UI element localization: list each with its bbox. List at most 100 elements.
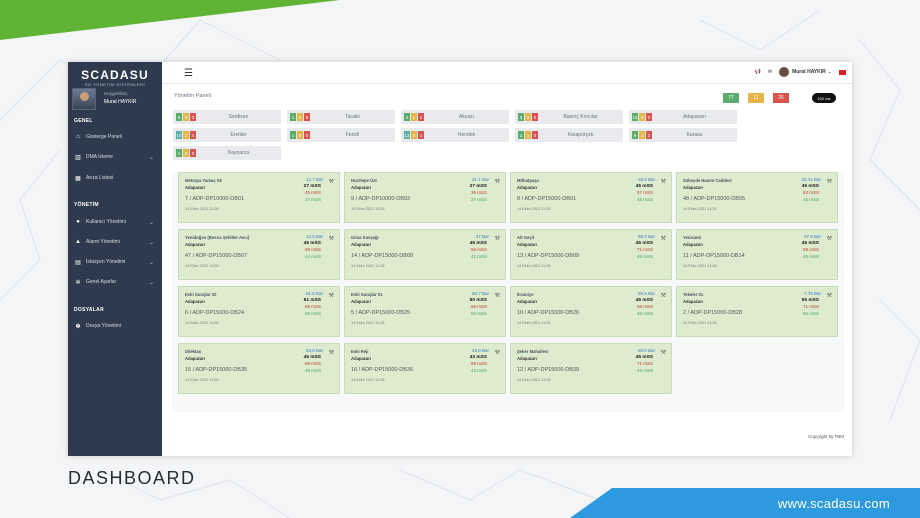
station-card[interactable]: Yenicami Adapazarı 11 / ADP-DP15000-DB14 14…	[676, 229, 838, 280]
chevron-down-icon[interactable]: ⌄	[827, 69, 832, 75]
station-region: Adapazarı	[683, 185, 704, 190]
mail-icon[interactable]: ✉	[767, 69, 773, 75]
chevron-down-icon: ⌄	[148, 219, 154, 226]
station-card[interactable]: Yenidoğan (Bosna Şehitler Avcı) Adapazarı…	[178, 229, 340, 280]
green-count-badge: 0	[518, 113, 524, 121]
region-item[interactable]: 3 1 1 Akyazı	[401, 110, 509, 124]
wrench-icon[interactable]: ⚒	[494, 179, 500, 185]
station-name: Yenicami	[683, 235, 702, 240]
wrench-icon[interactable]: ⚒	[328, 293, 334, 299]
sidebar-user-name: Murat HAYKIR	[104, 99, 137, 105]
logo-subtitle: SU YÖNETİM SİSTEMLERİ	[84, 82, 146, 87]
station-card[interactable]: Şeker Mahallesi Adapazarı 12 / ADP-DP15000…	[510, 343, 672, 394]
station-time: 14 Ekim 2021 11:28	[185, 378, 219, 382]
sidebar-item-faults[interactable]: ▦ Arıza Listesi	[74, 172, 156, 184]
level-value: 45 mSS	[635, 184, 653, 189]
count-red-badge[interactable]: 26	[773, 93, 789, 103]
red-count-badge: 0	[646, 113, 652, 121]
wrench-icon[interactable]: ⚒	[328, 236, 334, 242]
sidebar-item-label: Gösterge Paneli	[86, 134, 122, 140]
station-device: 9 / ADP-DP10000-DB02	[351, 196, 411, 202]
station-name: Eski Garajlar 01	[351, 292, 383, 297]
max-value: 66 mSS	[470, 304, 487, 309]
region-item[interactable]: 1 1 0 Taraklı	[287, 110, 395, 124]
station-card[interactable]: Huzrtepe Üst Adapazarı 9 / ADP-DP10000-DB0…	[344, 172, 506, 223]
flag-icon[interactable]	[839, 69, 846, 75]
logo-name: SCADASU	[81, 68, 149, 82]
count-yellow-badge[interactable]: 11	[748, 93, 764, 103]
sidebar-item-dashboard[interactable]: ⌂ Gösterge Paneli	[74, 131, 156, 143]
station-card[interactable]: Metropa Yamaç Sk Adapazarı 7 / ADP-DP10000…	[178, 172, 340, 223]
menu-toggle-icon[interactable]: ☰	[184, 68, 193, 79]
copyright: Copyright by TBM	[808, 434, 844, 439]
wrench-icon[interactable]: ⚒	[494, 236, 500, 242]
region-item[interactable]: 2 1 0 Karapürçek	[515, 128, 623, 142]
sidebar-item-alarms[interactable]: ▲ Alarm Yönetimi ⌄	[74, 236, 156, 248]
region-name: Karapürçek	[567, 132, 594, 138]
station-card[interactable]: Ilıcaniye Adapazarı 10 / ADP-DP15000-DB26 1…	[510, 286, 672, 337]
pressure-value: 36.5 Bar	[637, 291, 655, 296]
region-item[interactable]: 13 3 1 Hendek	[401, 128, 509, 142]
region-item[interactable]: 0 2 0 Basınç Kırıcılar	[515, 110, 623, 124]
station-time: 14 Ekim 2021 11:28	[185, 264, 219, 268]
station-region: Adapazarı	[185, 299, 206, 304]
wrench-icon[interactable]: ⚒	[826, 293, 832, 299]
station-device: 16 / ADP-DP15000-DB36	[351, 367, 414, 373]
topbar-actions: 📢 ✉ Murat HAYKIR ⌄	[748, 67, 846, 77]
wrench-icon[interactable]: ⚒	[660, 236, 666, 242]
station-card[interactable]: Alt Geçit Adapazarı 13 / ADP-DP15000-DB09 1…	[510, 229, 672, 280]
station-card[interactable]: Dilektaş Adapazarı 15 / ADP-DP15000-DB35 14…	[178, 343, 340, 394]
station-name: Gima Kavşağı	[351, 235, 379, 240]
station-card[interactable]: Mithatpaşa Adapazarı 8 / ADP-DP15000-DB01 1…	[510, 172, 672, 223]
station-region: Adapazarı	[185, 185, 206, 190]
region-item[interactable]: 1 0 0 Kaynarca	[173, 146, 281, 160]
sidebar-item-dma[interactable]: ▥ DMA İzleme ⌄	[74, 151, 156, 163]
level-value: 27 mSS	[469, 184, 487, 189]
yellow-count-badge: 0	[183, 149, 189, 157]
station-grid: Metropa Yamaç Sk Adapazarı 7 / ADP-DP10000…	[172, 172, 844, 412]
region-item[interactable]: 1 0 0 Ferizli	[287, 128, 395, 142]
station-card[interactable]: Eski Reji Adapazarı 16 / ADP-DP15000-DB36 1…	[344, 343, 506, 394]
section-management: YÖNETİM	[74, 202, 99, 208]
sidebar-item-settings[interactable]: ✲ Genel Ayarlar ⌄	[74, 276, 156, 288]
region-item[interactable]: 9 1 2 Karasu	[629, 128, 737, 142]
region-name: Ferizli	[345, 132, 360, 138]
topbar-user-name[interactable]: Murat HAYKIR	[792, 69, 826, 75]
station-card[interactable]: Eski Garajlar 02 Adapazarı 6 / ADP-DP15000…	[178, 286, 340, 337]
breadcrumb: Yönetim Paneli	[174, 93, 211, 99]
station-time: 14 Ekim 2021 11:28	[185, 321, 219, 325]
wrench-icon[interactable]: ⚒	[660, 179, 666, 185]
website-url[interactable]: www.scadasu.com	[777, 496, 890, 511]
wrench-icon[interactable]: ⚒	[494, 293, 500, 299]
region-item[interactable]: 8 0 3 Serdivan	[173, 110, 281, 124]
wrench-icon[interactable]: ⚒	[328, 179, 334, 185]
calendar-icon: ▦	[75, 175, 81, 182]
region-item[interactable]: 10 2 4 Erenler	[173, 128, 281, 142]
wrench-icon[interactable]: ⚒	[494, 350, 500, 356]
sidebar-item-stations[interactable]: ▤ İstasyon Yönetimi ⌄	[74, 256, 156, 268]
wrench-icon[interactable]: ⚒	[328, 350, 334, 356]
station-card[interactable]: Zübeyde Hanım Caddesi Adapazarı 48 / ADP-D…	[676, 172, 838, 223]
max-value: 36 mSS	[470, 190, 487, 195]
wrench-icon[interactable]: ⚒	[660, 350, 666, 356]
station-card[interactable]: Tekeler 01 Adapazarı 2 / ADP-DP15000-DB28 1…	[676, 286, 838, 337]
topbar-avatar[interactable]	[779, 67, 790, 77]
wrench-icon[interactable]: ⚒	[660, 293, 666, 299]
green-count-badge: 2	[518, 131, 524, 139]
max-value: 57 mSS	[636, 190, 653, 195]
station-name: Dilektaş	[185, 349, 202, 354]
sidebar-item-label: Arıza Listesi	[86, 175, 114, 181]
sidebar-item-files[interactable]: ✽ Dosya Yönetimi	[74, 320, 156, 332]
wrench-icon[interactable]: ⚒	[826, 179, 832, 185]
wrench-icon[interactable]: ⚒	[826, 236, 832, 242]
station-region: Adapazarı	[351, 299, 372, 304]
region-item[interactable]: 15 0 0 Adapazarı	[629, 110, 737, 124]
sidebar-item-users[interactable]: ● Kullanıcı Yönetimi ⌄	[74, 216, 156, 228]
level-value: 45 mSS	[801, 241, 819, 246]
count-green-badge[interactable]: 77	[723, 93, 739, 103]
station-card[interactable]: Eski Garajlar 01 Adapazarı 5 / ADP-DP15000…	[344, 286, 506, 337]
station-card[interactable]: Gima Kavşağı Adapazarı 14 / ADP-DP15000-DB…	[344, 229, 506, 280]
user-icon: ●	[76, 219, 80, 225]
level-value: 45 mSS	[303, 241, 321, 246]
megaphone-icon[interactable]: 📢	[754, 69, 761, 75]
